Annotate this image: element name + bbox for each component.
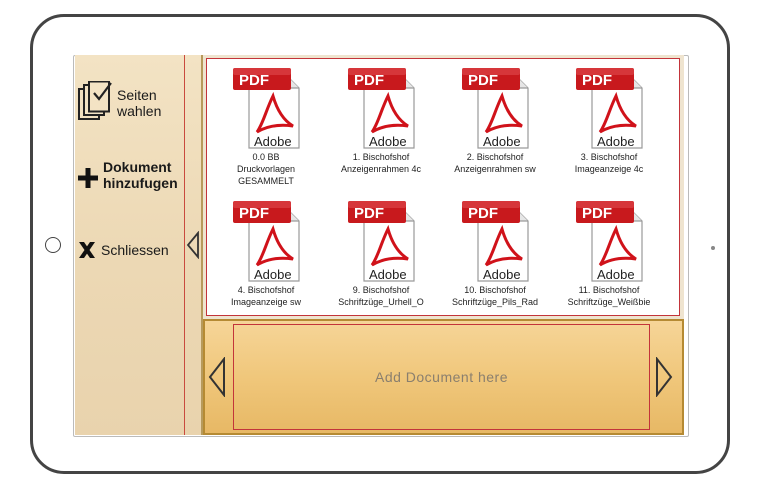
file-name: 11. Bischofshof Schriftzüge_Weißbie [567,285,651,307]
file-name: 3. Bischofshof Imageanzeige 4c [574,152,644,174]
home-button[interactable] [45,237,61,253]
select-pages-icon [78,81,112,120]
adobe-wordmark: Adobe [597,134,635,149]
pdf-file-icon: PDF Adobe [233,201,300,282]
select-pages-label: Seiten wahlen [117,87,162,119]
pdf-file-icon: PDF Adobe [348,68,415,149]
file-item[interactable]: PDF Adobe 4. Bischofshof Imageanzeige sw [211,195,321,315]
file-item[interactable]: PDF Adobe 3. Bischofshof Imageanzeige 4c [554,62,664,190]
pdf-badge: PDF [354,205,384,222]
file-item[interactable]: PDF Adobe 0.0 BB Druckvorlagen GESAMMELT [211,62,321,190]
file-item[interactable]: PDF Adobe 10. Bischofshof Schriftzüge_Pils… [440,195,550,315]
close-button[interactable]: Schliessen [77,241,169,259]
app-screen: Seiten wahlen Dokument hinzufugen Schlie… [75,55,684,435]
file-name: 9. Bischofshof Schriftzüge_Urhell_O [338,285,424,307]
pdf-file-icon: PDF Adobe [462,68,529,149]
sidebar-divider [184,55,185,435]
file-item[interactable]: PDF Adobe 2. Bischofshof Anzeigenrahmen sw [440,62,550,190]
sidebar: Seiten wahlen Dokument hinzufugen Schlie… [75,55,203,435]
file-item[interactable]: PDF Adobe 1. Bischofshof Anzeigenrahmen 4c [326,62,436,190]
dropzone-panel [203,319,684,435]
file-name: 0.0 BB Druckvorlagen GESAMMELT [236,152,296,186]
camera-dot [711,246,715,250]
pdf-file-icon: PDF Adobe [576,201,643,282]
close-x-icon [79,242,95,258]
pdf-badge: PDF [468,72,498,89]
adobe-wordmark: Adobe [483,134,521,149]
file-item[interactable]: PDF Adobe 9. Bischofshof Schriftzüge_Urhel… [326,195,436,315]
close-label: Schliessen [101,242,169,258]
adobe-wordmark: Adobe [254,267,292,282]
pdf-file-icon: PDF Adobe [233,68,300,149]
file-name: 10. Bischofshof Schriftzüge_Pils_Rad [451,285,539,307]
pdf-badge: PDF [582,72,612,89]
file-item[interactable]: PDF Adobe 11. Bischofshof Schriftzüge_Weiß… [554,195,664,315]
chevron-left-outline-icon[interactable] [208,357,226,397]
pdf-file-icon: PDF Adobe [462,201,529,282]
add-document-label: Dokument hinzufugen [103,159,178,191]
pdf-badge: PDF [354,72,384,89]
add-document-dropzone[interactable]: Add Document here [233,324,650,430]
pdf-badge: PDF [239,205,269,222]
adobe-wordmark: Adobe [369,134,407,149]
adobe-wordmark: Adobe [597,267,635,282]
file-name: 1. Bischofshof Anzeigenrahmen 4c [340,152,422,174]
plus-icon [78,168,98,188]
pdf-file-icon: PDF Adobe [576,68,643,149]
adobe-wordmark: Adobe [254,134,292,149]
add-document-button[interactable]: Dokument hinzufugen [77,159,178,191]
select-pages-button[interactable]: Seiten wahlen [77,81,161,125]
document-grid: PDF Adobe 0.0 BB Druckvorlagen GESAMMELT PD… [206,58,680,316]
file-name: 2. Bischofshof Anzeigenrahmen sw [454,152,536,174]
adobe-wordmark: Adobe [483,267,521,282]
pdf-badge: PDF [468,205,498,222]
dropzone-label: Add Document here [374,369,509,385]
file-name: 4. Bischofshof Imageanzeige sw [230,285,302,307]
pdf-file-icon: PDF Adobe [348,201,415,282]
pdf-badge: PDF [582,205,612,222]
chevron-left-outline-icon[interactable] [186,231,200,259]
pdf-badge: PDF [239,72,269,89]
chevron-right-outline-icon[interactable] [655,357,673,397]
adobe-wordmark: Adobe [369,267,407,282]
